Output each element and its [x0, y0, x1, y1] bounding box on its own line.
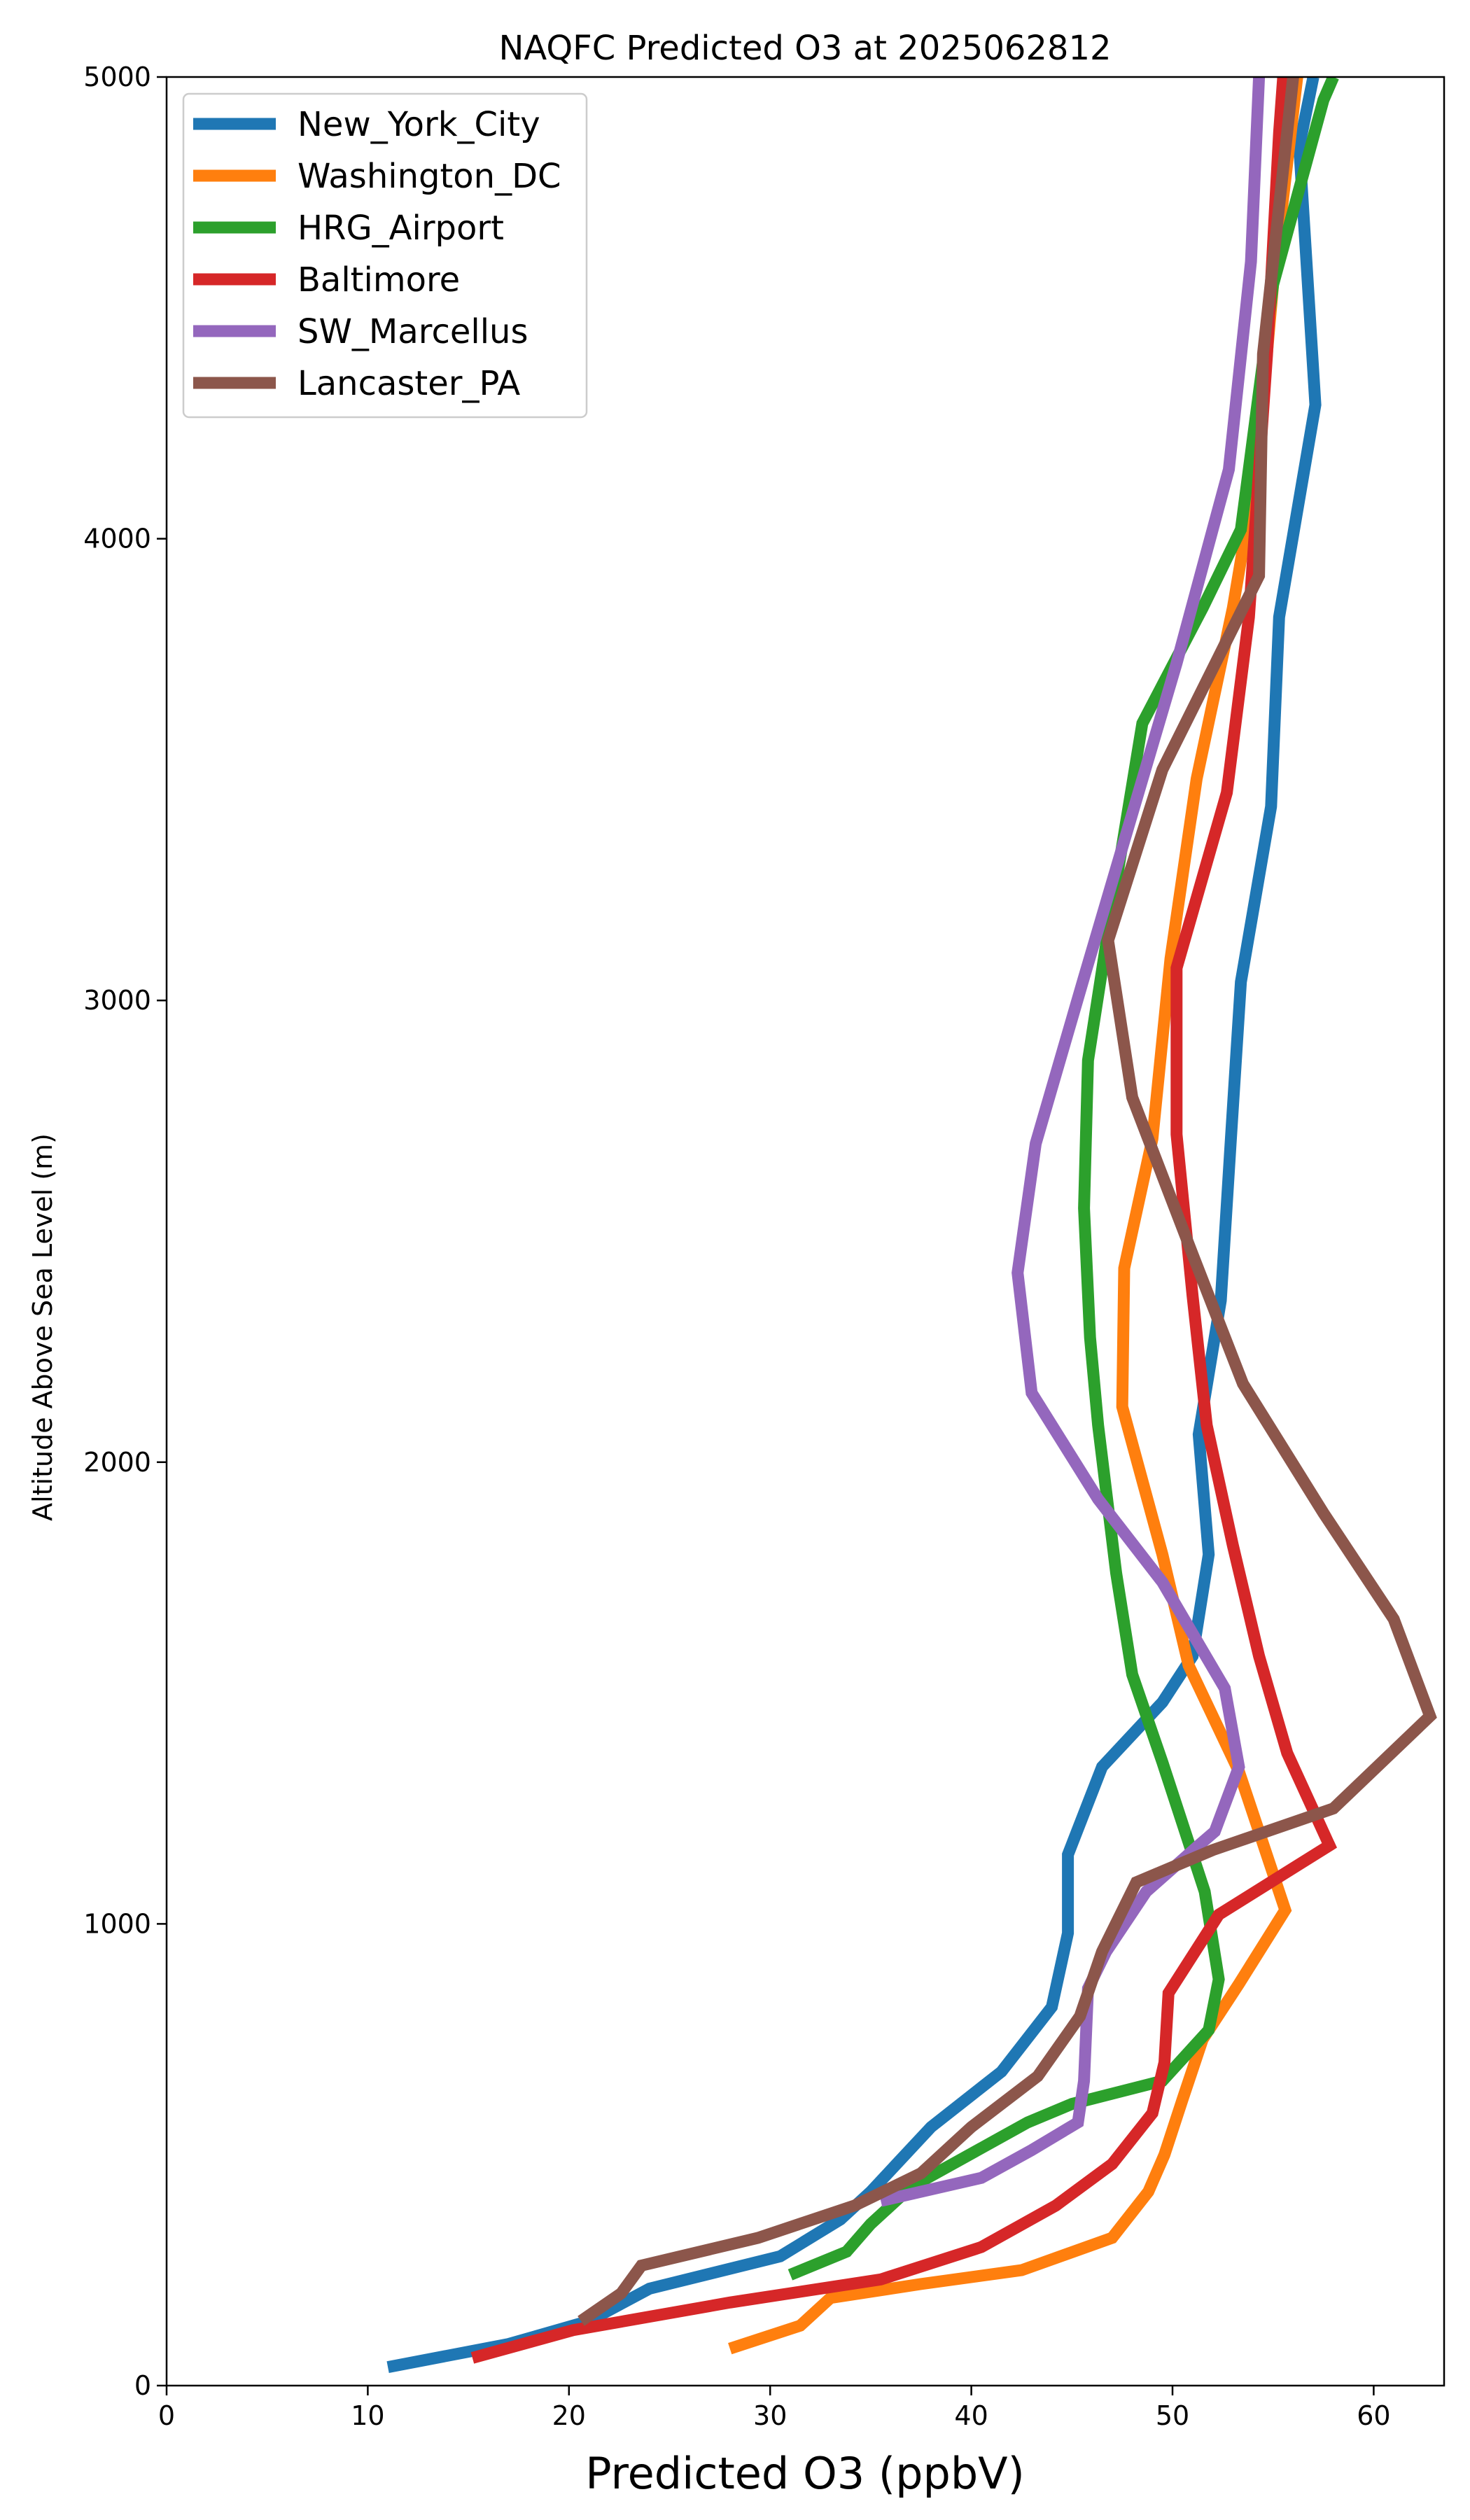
x-tick-label: 0 — [158, 2400, 175, 2431]
legend-label-hrg-airport: HRG_Airport — [298, 209, 504, 248]
legend-label-new-york-city: New_York_City — [298, 105, 540, 144]
legend: New_York_City Washington_DC HRG_Airport Bal… — [182, 92, 588, 419]
y-tick-label: 4000 — [83, 524, 151, 554]
plot-area — [386, 77, 1437, 2373]
chart-title: NAQFC Predicted O3 at 2025062812 — [498, 29, 1111, 68]
x-tick-label: 10 — [351, 2400, 384, 2431]
series-line-sw-marcellus — [879, 77, 1266, 2207]
plot-frame — [165, 76, 1446, 2387]
legend-label-washington-dc: Washington_DC — [298, 157, 561, 196]
series-line-baltimore — [470, 77, 1338, 2364]
y-tick-label: 5000 — [83, 62, 151, 92]
x-tick-label: 60 — [1357, 2400, 1390, 2431]
legend-label-baltimore: Baltimore — [298, 260, 460, 300]
y-tick-label: 3000 — [83, 985, 151, 1016]
y-axis-label: Altitude Above Sea Level (m) — [27, 1133, 58, 1521]
x-axis: 0 10 20 30 40 50 60 — [158, 2386, 1391, 2431]
x-tick-label: 30 — [753, 2400, 787, 2431]
y-tick-label: 1000 — [83, 1908, 151, 1939]
x-tick-label: 20 — [552, 2400, 586, 2431]
y-axis: 0 1000 2000 3000 4000 5000 — [83, 62, 167, 2401]
series-line-lancaster-pa — [578, 77, 1437, 2326]
series-line-hrg-airport — [788, 77, 1339, 2281]
legend-label-sw-marcellus: SW_Marcellus — [298, 312, 528, 351]
legend-label-lancaster-pa: Lancaster_PA — [298, 364, 520, 403]
x-tick-label: 40 — [954, 2400, 988, 2431]
series-line-washington-dc — [728, 77, 1303, 2355]
x-tick-label: 50 — [1156, 2400, 1189, 2431]
series-line-new-york-city — [386, 77, 1322, 2373]
legend-box — [182, 92, 588, 419]
y-tick-label: 0 — [134, 2370, 151, 2401]
y-tick-label: 2000 — [83, 1447, 151, 1478]
x-axis-label: Predicted O3 (ppbV) — [585, 2448, 1025, 2499]
